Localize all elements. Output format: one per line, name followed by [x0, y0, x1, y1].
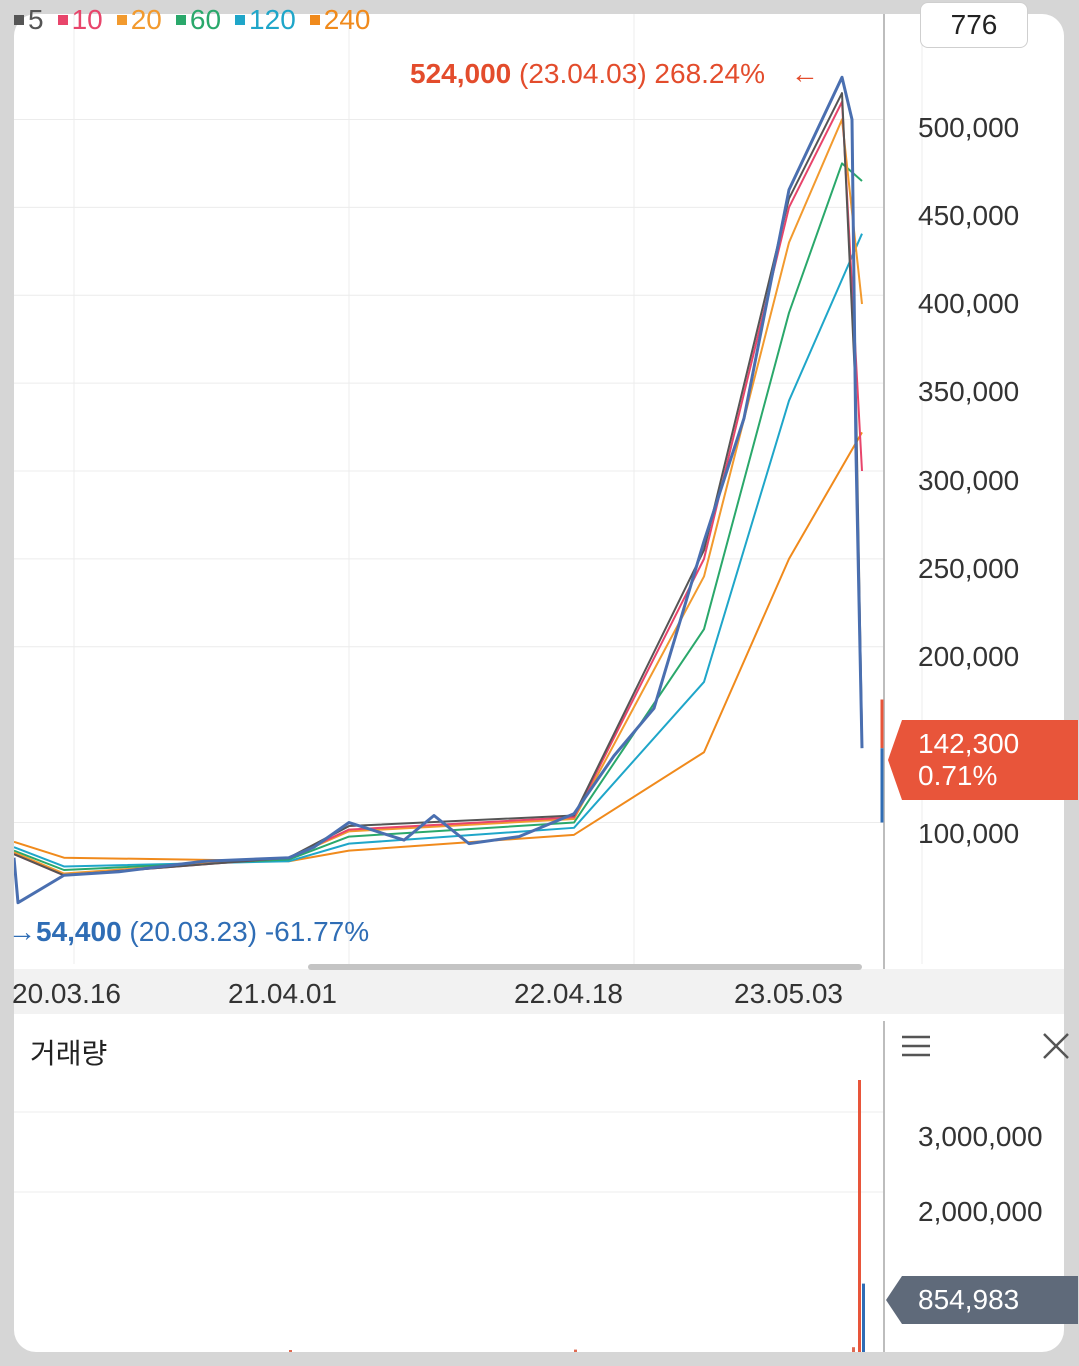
high-change: 268.24%	[654, 58, 765, 89]
date-tick: 22.04.18	[514, 978, 623, 1009]
high-date: (23.04.03)	[519, 58, 647, 89]
legend-swatch-60	[175, 15, 186, 25]
arrow-left-icon: ←	[790, 58, 819, 89]
date-tick: 20.03.16	[12, 978, 121, 1009]
current-price: 142,300	[918, 728, 1020, 759]
price-tick: 300,000	[918, 465, 1020, 496]
legend-swatch-5	[14, 15, 24, 25]
legend-item-240[interactable]: 240	[309, 4, 371, 36]
series-line-240	[14, 431, 863, 863]
period-input[interactable]: 776	[920, 2, 1028, 48]
volume-bar	[16, 1350, 19, 1352]
legend-item-120[interactable]: 120	[235, 4, 296, 36]
time-scrollbar	[308, 964, 862, 970]
date-tick: 21.04.01	[228, 978, 337, 1009]
legend-item-5[interactable]: 5	[14, 4, 44, 36]
legend-label: 5	[28, 4, 44, 35]
legend-label: 60	[189, 4, 222, 35]
hamburger-menu-icon[interactable]	[896, 1026, 936, 1066]
price-tick: 500,000	[918, 112, 1020, 143]
legend-item-60[interactable]: 60	[175, 4, 222, 36]
close-icon[interactable]	[1036, 1026, 1076, 1066]
price-tick: 400,000	[918, 288, 1020, 319]
date-axis-band	[14, 969, 1064, 1014]
high-price: 524,000	[410, 58, 512, 89]
low-price-marker: →54,400 (20.03.23) -61.77%	[8, 916, 369, 948]
low-change: -61.77%	[264, 916, 370, 947]
price-tick: 350,000	[918, 376, 1020, 407]
current-price-flag: 142,300 0.71%	[888, 720, 1078, 800]
series-line-5	[14, 92, 863, 877]
legend-label: 20	[130, 4, 162, 35]
price-tick: 250,000	[918, 553, 1020, 584]
price-gridlines	[14, 14, 923, 964]
price-tick: 200,000	[918, 641, 1020, 672]
current-change: 0.71%	[918, 760, 998, 791]
volume-tick: 2,000,000	[918, 1196, 1043, 1227]
low-date: (20.03.23)	[129, 916, 258, 947]
volume-bar	[574, 1349, 577, 1352]
moving-average-legend: 5 10 20 60 120 240	[14, 4, 370, 36]
legend-swatch-20	[116, 15, 127, 25]
legend-item-20[interactable]: 20	[116, 4, 162, 36]
volume-bar	[289, 1350, 292, 1352]
legend-label: 10	[71, 4, 103, 35]
arrow-right-icon: →	[8, 916, 36, 947]
legend-swatch-240	[309, 15, 320, 25]
volume-panel-title: 거래량	[30, 1038, 108, 1069]
chart-card	[14, 14, 1064, 1352]
legend-item-10[interactable]: 10	[57, 4, 103, 36]
price-chart[interactable]	[14, 14, 1064, 1014]
volume-bar	[852, 1347, 855, 1352]
current-volume-flag: 854,983	[886, 1276, 1078, 1324]
legend-label: 240	[323, 4, 371, 35]
volume-bar	[862, 1283, 865, 1352]
volume-chart[interactable]	[14, 14, 1064, 1352]
price-tick: 100,000	[918, 818, 1020, 849]
high-price-marker: 524,000 (23.04.03) 268.24% ←	[410, 58, 819, 90]
price-tick: 450,000	[918, 200, 1020, 231]
volume-tick: 3,000,000	[918, 1121, 1043, 1152]
legend-swatch-10	[57, 15, 68, 25]
legend-swatch-120	[235, 15, 246, 25]
date-tick: 23.05.03	[734, 978, 843, 1009]
series-line-price	[14, 75, 864, 905]
volume-bar	[858, 1080, 861, 1352]
series-line-60	[14, 162, 863, 871]
low-price: 54,400	[36, 916, 122, 947]
legend-label: 120	[249, 4, 296, 35]
